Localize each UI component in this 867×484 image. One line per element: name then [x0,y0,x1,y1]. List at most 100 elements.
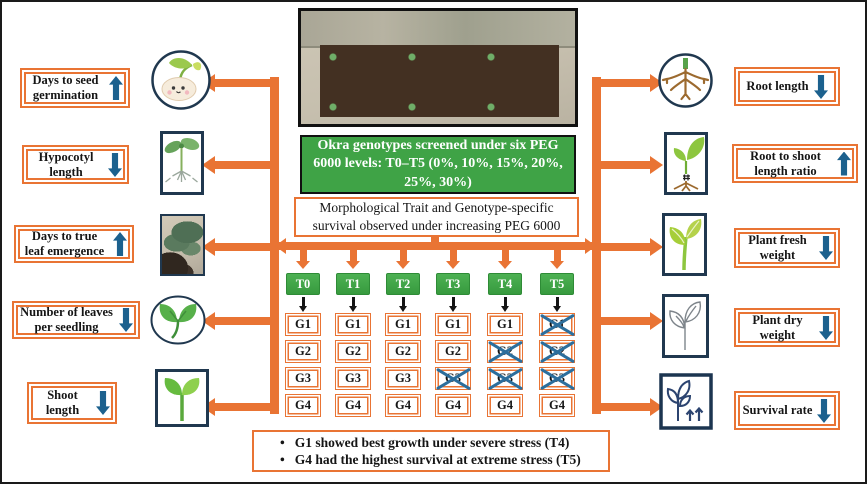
t2-down-arrow [399,297,407,312]
genotype-box: G2 [285,340,321,363]
pot-grid [320,44,559,118]
genotype-box: G4 [539,394,575,417]
genotype-box: G1 [539,313,575,336]
t5-down-arrow [553,297,561,312]
genotype-box: G4 [335,394,371,417]
seedling-pots-photo [298,8,578,127]
trait-label: Number of leaves per seedling [20,305,113,334]
survival-plant-icon [659,373,713,435]
trait-days-to-seed-germination: Days to seed germination [20,68,130,108]
drop-arrow-t4 [498,250,512,269]
t4-down-arrow [501,297,509,312]
treatment-t5: T5 [540,273,574,295]
trait-plant-fresh-weight: Plant fresh weight [734,228,840,268]
genotype-box: G3 [435,367,471,390]
trait-shoot-length: Shoot length [27,382,117,424]
fresh-plant-icon [662,213,707,281]
treatment-t3: T3 [436,273,470,295]
finding-text: G1 showed best growth under severe stres… [294,434,570,450]
trend-down-icon [817,399,831,423]
drop-arrow-t2 [396,250,410,269]
genotype-box: G2 [335,340,371,363]
trait-label: Plant fresh weight [748,233,807,262]
trait-label: Days to seed germination [32,73,99,102]
trait-label: Root length [746,79,809,93]
trend-down-icon [119,308,133,332]
trait-label: Shoot length [45,388,80,417]
true-leaf-photo-icon [160,214,205,276]
title-box: Okra genotypes screened under six PEG 60… [300,135,576,194]
genotype-box: G2 [539,340,575,363]
finding-item: • G4 had the highest survival at extreme… [280,452,600,468]
trait-number-of-leaves: Number of leaves per seedling [12,301,140,339]
arrow-to-true-leaf [202,238,272,256]
genotype-box: G4 [285,394,321,417]
findings-box: • G1 showed best growth under severe str… [252,430,610,472]
trend-down-icon [108,153,122,177]
arrow-to-root-shoot-ratio [599,156,663,174]
t1-down-arrow [349,297,357,312]
arrow-to-seed-germination [202,74,272,92]
root-circle-icon [657,52,714,114]
treatment-comb-bar [275,238,596,254]
trait-days-to-true-leaf: Days to true leaf emergence [14,225,134,263]
trend-down-icon [819,316,833,340]
treatment-t4: T4 [488,273,522,295]
dry-leaf-icon [662,294,709,363]
trend-down-icon [819,236,833,260]
genotype-box: G4 [385,394,421,417]
arrow-to-shoot-length [202,398,272,416]
drop-arrow-t0 [296,250,310,269]
genotype-box: G1 [487,313,523,336]
trend-up-icon [109,76,123,100]
genotype-box: G3 [487,367,523,390]
shoot-seedling-icon [155,369,209,432]
genotype-box: G4 [435,394,471,417]
genotype-box: G1 [385,313,421,336]
trait-label: Survival rate [742,403,813,417]
genotype-box: G3 [539,367,575,390]
connector-left-bar [270,77,279,414]
connector-stub [431,236,439,244]
connector-right-bar [592,77,601,414]
hypocotyl-seedling-icon [160,131,204,200]
genotype-box: G1 [285,313,321,336]
trait-survival-rate: Survival rate [734,391,840,430]
genotype-box: G3 [385,367,421,390]
drop-arrow-t3 [446,250,460,269]
genotype-box: G2 [385,340,421,363]
genotype-box: G3 [285,367,321,390]
arrow-to-root-length [599,74,663,92]
treatment-t2: T2 [386,273,420,295]
genotype-box: G2 [435,340,471,363]
trait-label: Root to shoot length ratio [750,148,821,178]
trend-down-icon [96,391,110,415]
arrow-to-leaf-number [202,312,272,330]
t3-down-arrow [449,297,457,312]
trait-root-to-shoot-ratio: Root to shoot length ratio [732,144,858,183]
finding-text: G4 had the highest survival at extreme s… [294,451,581,467]
t0-down-arrow [299,297,307,312]
trait-label: Hypocotyl length [38,149,94,179]
drop-arrow-t1 [346,250,360,269]
genotype-box: G2 [487,340,523,363]
seed-germination-icon [150,49,212,116]
genotype-box: G4 [487,394,523,417]
genotype-box: G1 [435,313,471,336]
arrow-to-hypocotyl [202,156,272,174]
root-to-shoot-icon [664,132,708,200]
trend-up-icon [837,151,851,176]
trait-hypocotyl-length: Hypocotyl length [22,145,129,184]
arrow-to-dry-weight [599,312,663,330]
genotype-box: G1 [335,313,371,336]
arrow-to-fresh-weight [599,238,663,256]
trend-up-icon [113,232,127,256]
drop-arrow-t5 [550,250,564,269]
leaves-circle-icon [149,294,207,351]
subtitle-box: Morphological Trait and Genotype-specifi… [294,197,579,237]
trend-down-icon [814,75,828,99]
finding-item: • G1 showed best growth under severe str… [280,435,600,451]
trait-root-length: Root length [734,67,840,106]
bullet: • [280,434,285,450]
